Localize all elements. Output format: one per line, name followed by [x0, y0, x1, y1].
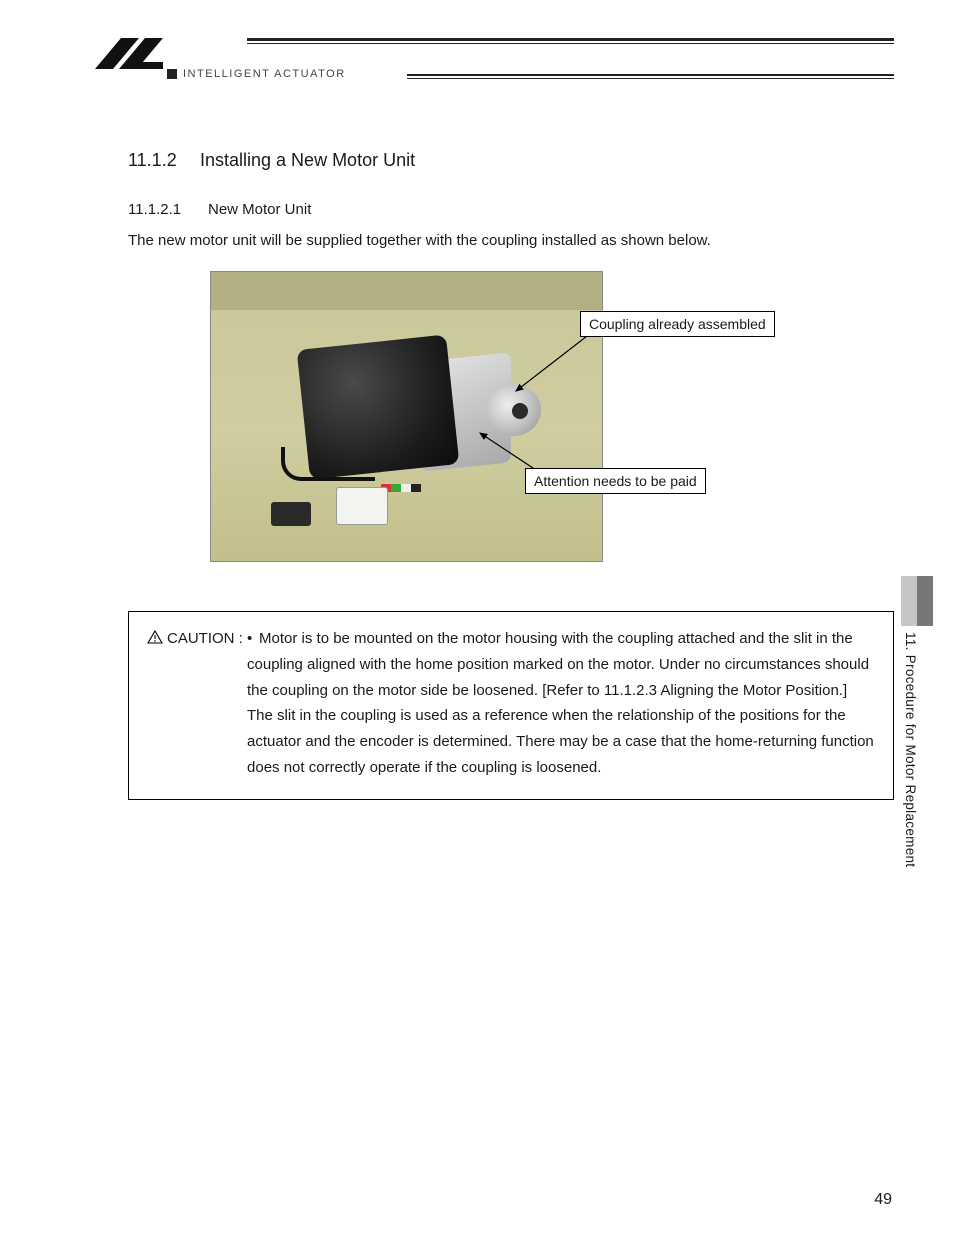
chapter-label: 11. Procedure for Motor Replacement	[903, 632, 918, 867]
caution-body: •Motor is to be mounted on the motor hou…	[247, 626, 875, 781]
caution-paragraph: The slit in the coupling is used as a re…	[247, 707, 874, 776]
page-header: INTELLIGENT ACTUATOR	[95, 35, 894, 95]
page: INTELLIGENT ACTUATOR 11.1.2Installing a …	[0, 0, 954, 1235]
section-number: 11.1.2	[128, 150, 200, 171]
header-rule	[247, 38, 894, 41]
chapter-side-tab: 11. Procedure for Motor Replacement	[897, 592, 917, 922]
callout-coupling-assembled: Coupling already assembled	[580, 311, 775, 337]
brand-row: INTELLIGENT ACTUATOR	[167, 69, 894, 83]
bullet-icon: •	[247, 626, 259, 652]
section-heading: 11.1.2Installing a New Motor Unit	[128, 150, 894, 171]
header-rule	[407, 74, 894, 76]
caution-paragraph: Motor is to be mounted on the motor hous…	[247, 630, 869, 699]
subsection-heading: 11.1.2.1New Motor Unit	[128, 201, 894, 218]
subsection-number: 11.1.2.1	[128, 201, 208, 218]
header-rule	[407, 78, 894, 79]
brand-mark-icon	[167, 69, 177, 79]
brand-logo-icon	[95, 35, 165, 81]
brand-text: INTELLIGENT ACTUATOR	[183, 68, 346, 80]
page-number: 49	[874, 1191, 892, 1209]
warning-triangle-icon	[147, 627, 163, 653]
section-title: Installing a New Motor Unit	[200, 150, 415, 170]
caution-box: CAUTION : •Motor is to be mounted on the…	[128, 611, 894, 800]
motor-figure: Coupling already assembled Attention nee…	[210, 271, 780, 571]
intro-paragraph: The new motor unit will be supplied toge…	[128, 230, 894, 251]
side-tab-light-icon	[901, 576, 917, 626]
caution-label: CAUTION :	[147, 626, 247, 781]
callout-attention-needed: Attention needs to be paid	[525, 468, 706, 494]
subsection-title: New Motor Unit	[208, 201, 311, 218]
side-tab-dark-icon	[917, 576, 933, 626]
header-rule	[247, 43, 894, 44]
